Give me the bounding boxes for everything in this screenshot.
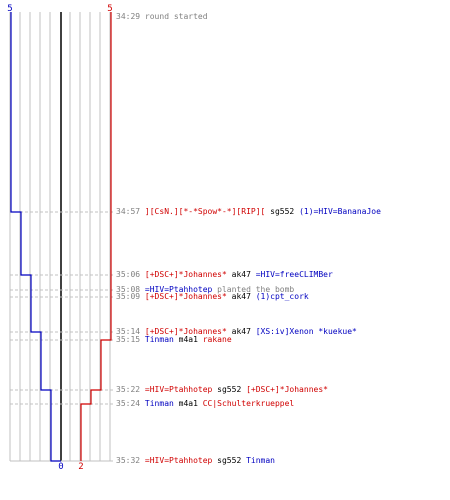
event-text-segment: =HIV=Ptahhotep (144, 385, 213, 394)
event-row: 35:09 [+DSC+]*Johannes* ak47 (1)cpt_cork (116, 292, 309, 302)
event-text-segment: m4a1 (173, 335, 203, 344)
event-text-segment: [+DSC+]*Johannes* (246, 385, 328, 394)
event-row: 34:57 ][CsN.][*-*Spow*-*][RIP][ sg552 (1… (116, 207, 381, 217)
event-row: 35:14 [+DSC+]*Johannes* ak47 [XS:iv]Xeno… (116, 327, 357, 337)
event-text-segment: =HIV=Ptahhotep (144, 285, 213, 294)
event-row: 35:22 =HIV=Ptahhotep sg552 [+DSC+]*Johan… (116, 385, 328, 395)
event-row: 35:24 Tinman m4a1 CC|Schulterkrueppel (116, 399, 294, 409)
event-row: 35:32 =HIV=Ptahhotep sg552 Tinman (116, 456, 275, 466)
event-text-segment: ak47 (226, 327, 256, 336)
event-time: 35:06 (116, 270, 141, 279)
event-time: 35:15 (116, 335, 141, 344)
event-text-segment: CC|Schulterkrueppel (202, 399, 295, 408)
event-text-segment: Tinman (144, 335, 174, 344)
red-team-alive-series (80, 12, 112, 461)
event-time: 34:57 (116, 207, 141, 216)
event-text-segment: =HIV=Ptahhotep (144, 456, 213, 465)
event-text-segment: m4a1 (173, 399, 203, 408)
event-text-segment: ][CsN.][*-*Spow*-*][RIP][ (144, 207, 266, 216)
event-text-segment: sg552 (212, 385, 247, 394)
event-text-segment: [+DSC+]*Johannes* (144, 327, 227, 336)
event-row: 35:06 [+DSC+]*Johannes* ak47 =HIV=freeCL… (116, 270, 333, 280)
blue-team-alive-series (10, 12, 61, 462)
blue-start-count: 5 (7, 4, 12, 14)
blue-end-count: 0 (58, 462, 63, 472)
event-time: 35:14 (116, 327, 141, 336)
event-time: 35:08 (116, 285, 141, 294)
event-text-segment: [+DSC+]*Johannes* (144, 270, 227, 279)
red-end-count: 2 (78, 462, 83, 472)
event-text-segment: ak47 (226, 292, 256, 301)
event-time: 35:24 (116, 399, 141, 408)
event-text-segment: sg552 (212, 456, 247, 465)
event-time: 35:09 (116, 292, 141, 301)
event-row: 35:15 Tinman m4a1 rakane (116, 335, 232, 345)
event-text-segment: planted the bomb (212, 285, 295, 294)
event-text-segment: sg552 (265, 207, 300, 216)
event-time: 34:29 (116, 12, 141, 21)
event-text-segment: =HIV=freeCLIMBer (255, 270, 333, 279)
event-time: 35:32 (116, 456, 141, 465)
red-start-count: 5 (107, 4, 112, 14)
event-text-segment: (1)cpt_cork (255, 292, 309, 301)
event-text-segment: [+DSC+]*Johannes* (144, 292, 227, 301)
event-text-segment: ak47 (226, 270, 256, 279)
event-row: 35:08 =HIV=Ptahhotep planted the bomb (116, 285, 294, 295)
event-text-segment: [XS:iv]Xenon *kuekue* (255, 327, 357, 336)
event-text-segment: rakane (202, 335, 232, 344)
event-text-segment: round started (144, 12, 208, 21)
event-text-segment: (1)=HIV=BananaJoe (299, 207, 381, 216)
event-row: 34:29 round started (116, 12, 208, 22)
event-time: 35:22 (116, 385, 141, 394)
event-text-segment: Tinman (144, 399, 174, 408)
event-text-segment: Tinman (246, 456, 275, 465)
